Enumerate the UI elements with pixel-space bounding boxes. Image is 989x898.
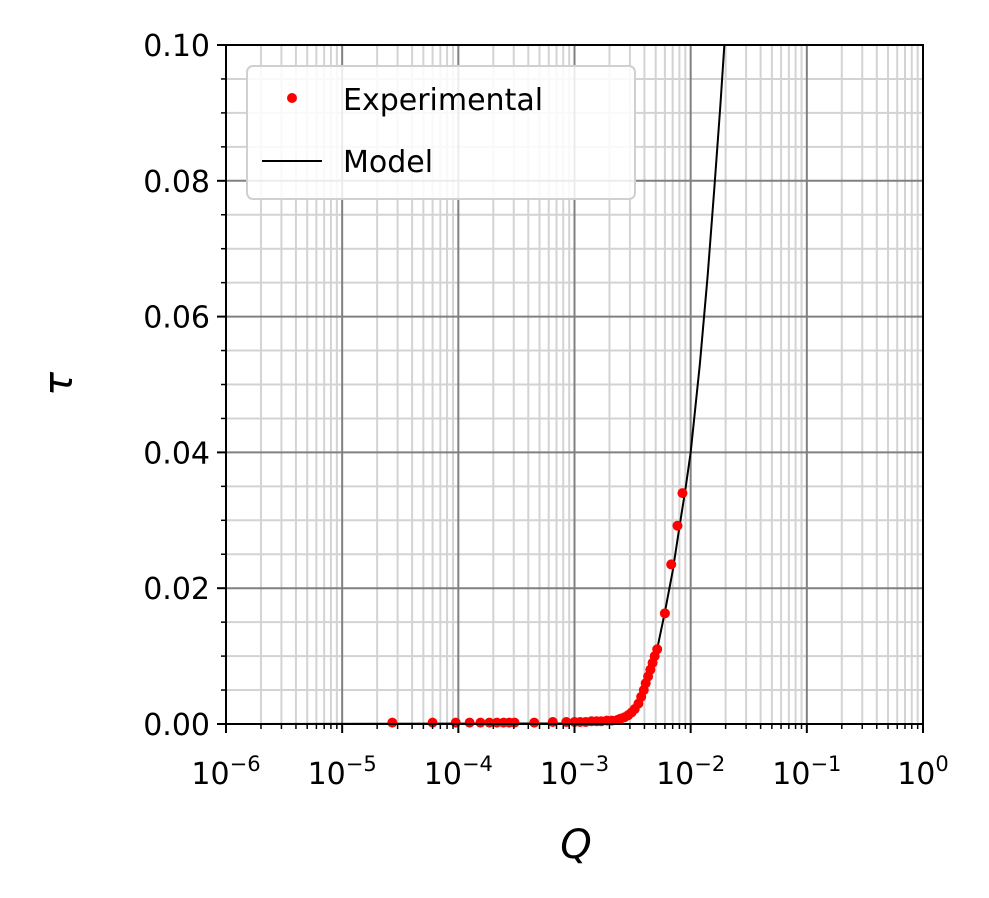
legend-label-model: Model: [343, 145, 433, 180]
x-tick-label: 10−3: [540, 752, 609, 792]
experimental-point: [677, 488, 688, 499]
experimental-point: [427, 717, 438, 728]
y-axis-title: τ: [36, 371, 82, 396]
legend-label-experimental: Experimental: [343, 83, 543, 118]
x-axis-title: Q: [560, 822, 591, 868]
x-axis: 10−6 10−5 10−4 10−3 10−2 10−1 100: [191, 724, 949, 792]
experimental-point: [672, 520, 683, 531]
experimental-point: [659, 608, 670, 619]
x-tick-label: 10−1: [772, 752, 841, 792]
y-tick-label: 0.04: [143, 436, 210, 471]
y-tick-label: 0.00: [143, 708, 210, 743]
x-tick-label: 10−4: [424, 752, 493, 792]
y-tick-label: 0.06: [143, 301, 210, 336]
y-tick-label: 0.08: [143, 165, 210, 200]
x-tick-label: 100: [897, 752, 949, 792]
y-axis: 0.00 0.02 0.04 0.06 0.08 0.10: [143, 29, 226, 743]
legend: Experimental Model: [246, 65, 636, 200]
experimental-point: [475, 717, 486, 728]
x-tick-label: 10−2: [656, 752, 725, 792]
y-tick-label: 0.02: [143, 572, 210, 607]
experimental-point: [652, 644, 663, 655]
experimental-point: [666, 559, 677, 570]
experimental-point: [509, 717, 520, 728]
experimental-point: [529, 717, 540, 728]
x-tick-label: 10−6: [191, 752, 260, 792]
experimental-point: [484, 717, 495, 728]
legend-marker-experimental: [287, 93, 297, 103]
experimental-point: [464, 717, 475, 728]
x-tick-label: 10−5: [308, 752, 377, 792]
experimental-point: [387, 717, 398, 728]
y-tick-label: 0.10: [143, 29, 210, 64]
legend-box: [246, 65, 636, 200]
